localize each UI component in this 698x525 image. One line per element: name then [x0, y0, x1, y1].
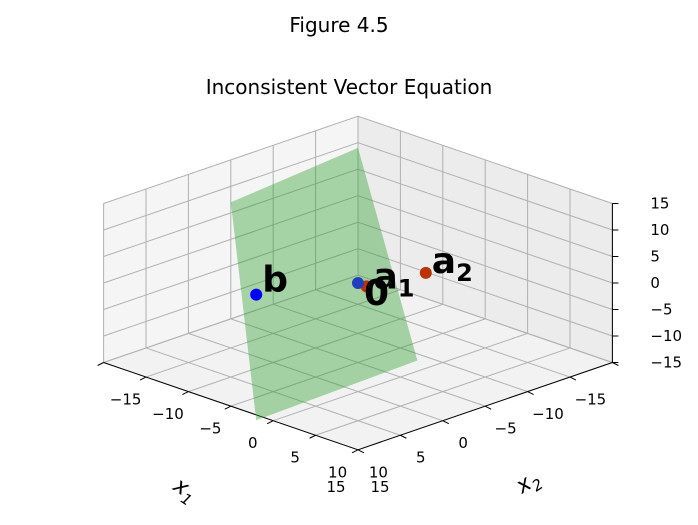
z-tick-label: −10 — [650, 327, 682, 345]
x-tick-mark — [400, 434, 407, 439]
y-tick-label: −15 — [110, 391, 142, 409]
left-wall-grid-line — [103, 115, 359, 204]
right-wall-grid-line — [357, 142, 613, 231]
data-points: a1 a2 0 b — [250, 241, 473, 314]
x-tick-mark — [357, 449, 365, 454]
tick-labels: 151050−5−10−15−15−10−5051015151050−5−10−… — [97, 195, 682, 496]
x-tick-mark — [569, 376, 577, 381]
y-tick-label: 10 — [328, 463, 347, 481]
z-tick-label: 10 — [650, 221, 669, 239]
figure-title: Figure 4.5 — [289, 13, 388, 37]
span-plane — [230, 147, 418, 421]
y-tick-label: 0 — [248, 434, 258, 452]
y-axis-label: x2 — [511, 466, 547, 503]
y-tick-mark — [309, 434, 316, 439]
chart-title: Inconsistent Vector Equation — [206, 75, 493, 99]
y-tick-label: 5 — [290, 449, 300, 467]
point-a2 — [419, 266, 432, 279]
x-tick-label: 15 — [326, 478, 345, 496]
point-label-a1: a1 — [374, 256, 415, 302]
point-label-a2: a2 — [432, 241, 473, 287]
x-tick-label: −10 — [532, 405, 564, 423]
point-b — [250, 288, 263, 301]
x-tick-label: 0 — [458, 434, 468, 452]
y-tick-label: −10 — [152, 405, 184, 423]
point-label-b: b — [262, 260, 288, 301]
span-plane-surface — [230, 147, 418, 421]
y-tick-mark — [139, 376, 147, 381]
x-tick-label: 10 — [369, 463, 388, 481]
y-tick-mark — [224, 405, 232, 410]
right-wall-grid-line — [357, 115, 613, 204]
y-tick-label: −5 — [199, 420, 221, 438]
x-tick-label: −5 — [495, 420, 517, 438]
z-tick-label: −5 — [650, 301, 672, 319]
y-tick-label: 15 — [370, 478, 389, 496]
z-tick-label: 5 — [650, 248, 660, 266]
y-tick-mark — [266, 420, 274, 425]
z-tick-label: 0 — [650, 274, 660, 292]
floor-grid-line — [315, 347, 571, 436]
y-tick-mark — [351, 449, 359, 454]
x-tick-label: −15 — [575, 391, 607, 409]
x-tick-mark — [484, 405, 492, 410]
x-tick-mark — [442, 420, 450, 425]
point-label-0: 0 — [364, 273, 389, 314]
x-tick-mark — [527, 391, 534, 396]
left-wall-grid-line — [103, 142, 359, 231]
y-tick-mark — [182, 391, 189, 396]
z-tick-label: 15 — [650, 195, 669, 213]
x-axis-label: x1 — [166, 473, 202, 510]
y-tick-mark — [97, 362, 104, 366]
point-0 — [352, 277, 364, 289]
grid-lines — [103, 115, 613, 451]
x-tick-label: 5 — [416, 449, 426, 467]
z-tick-label: −15 — [650, 354, 682, 372]
